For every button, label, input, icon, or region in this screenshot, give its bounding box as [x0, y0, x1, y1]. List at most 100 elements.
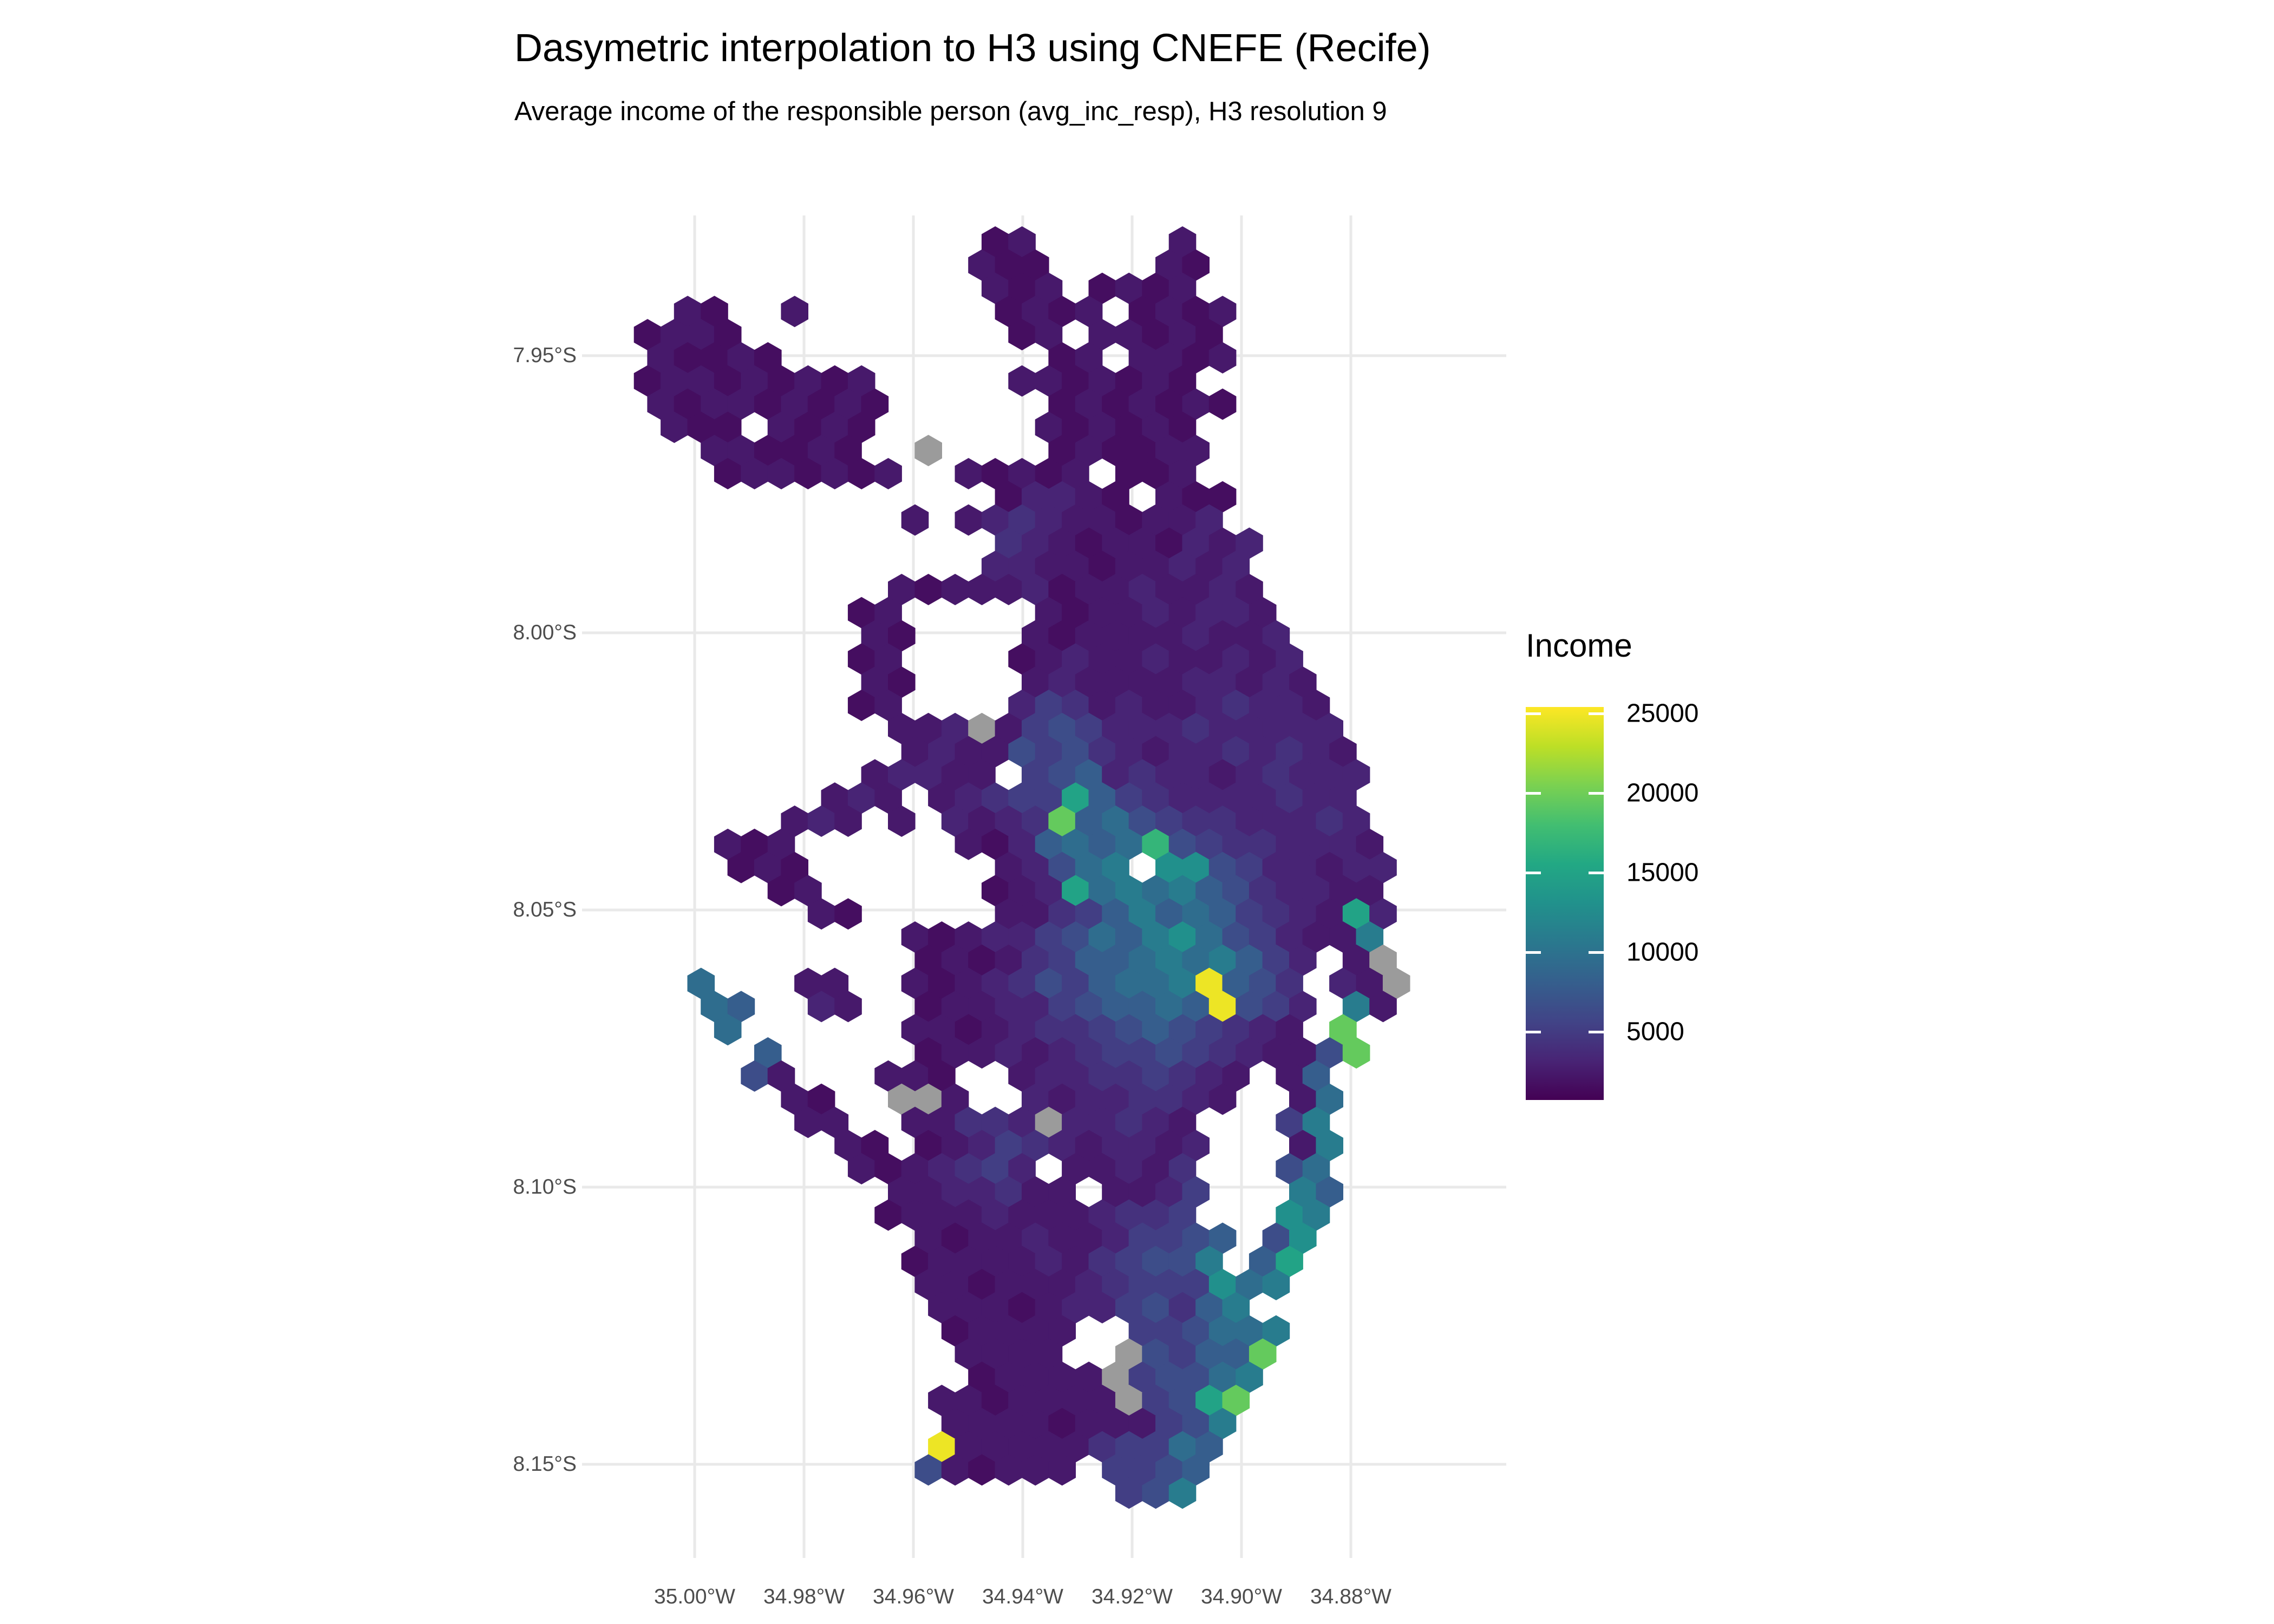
hex-cell — [1128, 342, 1156, 374]
hex-cell — [1075, 1407, 1103, 1439]
hex-cell — [1182, 712, 1210, 744]
hex-cell — [1035, 643, 1063, 675]
hex-cell — [914, 759, 942, 791]
hex-cell — [955, 458, 983, 489]
hex-cell — [888, 620, 916, 652]
hex-cell — [1155, 435, 1183, 467]
hex-cell — [1155, 944, 1183, 976]
hex-cell — [1022, 852, 1049, 883]
hex-cell — [1115, 921, 1143, 953]
hex-cell — [1075, 388, 1103, 420]
hex-cell — [1128, 1269, 1156, 1300]
hex-cell — [1035, 1431, 1063, 1463]
hex-cell — [633, 365, 662, 397]
hex-cell — [1168, 1199, 1197, 1231]
hex-cell — [1276, 828, 1303, 860]
hex-cell — [1316, 898, 1343, 930]
hex-cell — [1048, 1130, 1076, 1162]
hex-cell — [754, 435, 782, 467]
hex-cell — [1195, 736, 1223, 768]
hex-cell — [1249, 875, 1277, 907]
hex-cell — [1222, 551, 1250, 582]
hex-cell — [1155, 1269, 1183, 1300]
hex-cell — [1075, 806, 1103, 837]
hex-cell — [1022, 1176, 1049, 1208]
legend-tick-mark — [1526, 791, 1541, 795]
hex-cell — [1276, 643, 1303, 675]
hex-cell — [1342, 898, 1370, 930]
hex-cell — [1142, 1431, 1169, 1463]
hex-cell — [1075, 574, 1103, 605]
hex-cell — [1115, 365, 1143, 397]
hex-cell — [781, 435, 808, 467]
hex-cell — [1142, 1014, 1169, 1046]
hex-cell — [1316, 712, 1343, 744]
hex-cell — [1155, 806, 1183, 837]
hex-cell — [1035, 458, 1063, 489]
hex-cell — [1048, 1176, 1076, 1208]
hex-cell — [1168, 365, 1197, 397]
hex-cell — [1022, 806, 1049, 837]
hex-cell — [1128, 388, 1156, 420]
hex-cell — [928, 1199, 956, 1231]
hex-cell — [1168, 1060, 1197, 1092]
hex-cell — [901, 504, 929, 536]
hex-cell — [754, 852, 782, 883]
hex-cell — [1035, 411, 1063, 443]
hex-cell — [714, 365, 742, 397]
hex-cell — [1142, 736, 1169, 768]
hex-cell — [701, 435, 728, 467]
hex-cell — [1048, 1407, 1076, 1439]
hex-cell — [1369, 991, 1397, 1023]
hex-cell — [1195, 875, 1223, 907]
legend-tick-mark — [1589, 1030, 1604, 1033]
hex-cell — [995, 852, 1023, 883]
hex-cell — [754, 342, 782, 374]
hex-cell — [968, 1407, 996, 1439]
hex-cell — [1155, 388, 1183, 420]
hex-cell — [1048, 574, 1076, 605]
hex-cell — [1035, 875, 1063, 907]
hex-cell — [1236, 944, 1263, 976]
hex-cell — [821, 411, 849, 443]
hex-cell — [1208, 1037, 1237, 1069]
hex-cell — [1102, 759, 1129, 791]
hex-cell — [1316, 852, 1343, 883]
hex-cell — [1128, 1176, 1156, 1208]
hex-cell — [928, 1431, 956, 1463]
hex-cell — [1008, 1106, 1036, 1138]
hex-cell — [1048, 666, 1076, 698]
hex-cell — [1168, 411, 1197, 443]
hex-cell — [1075, 712, 1103, 744]
hex-cell — [1168, 551, 1197, 582]
hex-cell — [1088, 319, 1116, 351]
hex-cell — [874, 597, 902, 628]
hex-cell — [1022, 296, 1049, 328]
hex-cell — [1088, 551, 1116, 582]
hex-cell — [981, 875, 1009, 907]
hex-cell — [1208, 1083, 1237, 1115]
hex-cell — [1115, 1477, 1143, 1509]
hex-cell — [1008, 319, 1036, 351]
hex-cell — [1168, 597, 1197, 628]
legend-tick-mark — [1526, 712, 1541, 715]
hex-cell — [1035, 1385, 1063, 1416]
hex-cell — [1048, 759, 1076, 791]
hex-cell — [834, 435, 862, 467]
hex-cell — [874, 782, 902, 814]
hex-cell — [1302, 782, 1330, 814]
hex-cell — [955, 782, 983, 814]
hex-cell — [1222, 1292, 1250, 1324]
hex-cell — [807, 388, 835, 420]
hex-cell — [1142, 1199, 1169, 1231]
hex-cell — [888, 759, 916, 791]
hex-cell — [1342, 759, 1370, 791]
hex-cell — [1155, 574, 1183, 605]
hex-cell — [1115, 1246, 1143, 1278]
hex-cell — [1155, 1361, 1183, 1393]
hex-cell — [1168, 1385, 1197, 1416]
hex-cell — [1208, 574, 1237, 605]
hex-cell — [981, 226, 1009, 258]
hex-cell — [794, 967, 822, 999]
